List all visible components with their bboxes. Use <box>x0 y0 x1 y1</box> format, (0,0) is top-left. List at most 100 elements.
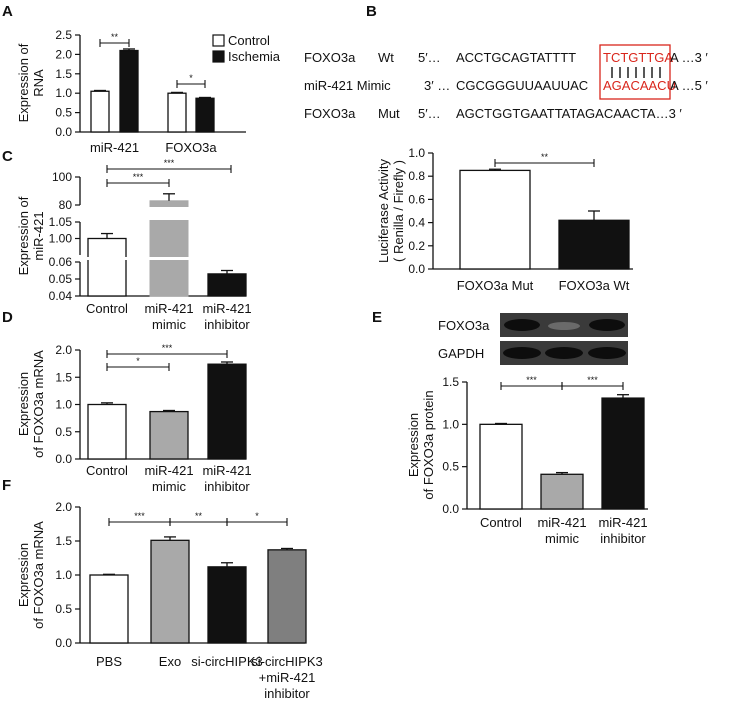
panel-e-bar <box>540 473 584 510</box>
panel-b-significance: ** <box>541 152 549 162</box>
panel-b-category-label: FOXO3a Wt <box>559 278 630 293</box>
panel-c-y-axis-title: miR-421 <box>31 211 46 260</box>
panel-f-label: F <box>2 477 11 494</box>
panel-c-y-tick-label: 100 <box>52 170 72 184</box>
panel-d-y-tick-label: 0.0 <box>55 452 72 466</box>
panel-f-y-tick-label: 0.5 <box>55 602 72 616</box>
panel-c-y-tick-label: 0.06 <box>49 255 73 269</box>
panel-a-y-tick-label: 1.0 <box>55 86 72 100</box>
panel-a-y-tick-label: 2.5 <box>55 28 72 42</box>
blot-band <box>545 347 583 359</box>
panel-d-y-tick-label: 1.0 <box>55 398 72 412</box>
legend-swatch-control <box>212 34 225 47</box>
panel-c-axis-break <box>79 257 247 260</box>
sequence-tag: Wt <box>378 50 394 65</box>
panel-d-label: D <box>2 309 13 326</box>
panel-f-y-axis-title: Expression <box>16 543 31 607</box>
panel-a-y-tick-label: 0.5 <box>55 106 72 120</box>
panel-f-category-label: inhibitor <box>264 686 310 701</box>
panel-a-y-tick-label: 1.5 <box>55 67 72 81</box>
sequence-body: AGCTGGTGAATTATAGACAACTA…3 ′ <box>456 106 682 121</box>
panel-c: C 100 80 1.05 1.00 0.06 0.05 0.04 Control miR-42… <box>2 148 252 332</box>
panel-c-y-tick-label: 80 <box>59 198 73 212</box>
blot-label-foxo3a: FOXO3a <box>438 318 490 333</box>
panel-b: B FOXO3a Wt miR-421 Mimic FOXO3a Mut 5′… ACCTG… <box>304 3 708 293</box>
panel-e-category-label: Control <box>480 515 522 530</box>
panel-e-y-axis-title: of FOXO3a protein <box>421 390 436 499</box>
panel-a-label: A <box>2 3 13 20</box>
sequence-prefix: 5′… <box>418 50 441 65</box>
sequence-name: miR-421 Mimic <box>304 78 391 93</box>
panel-f-y-tick-label: 1.0 <box>55 568 72 582</box>
panel-d-significance: * <box>136 356 140 366</box>
panel-b-y-tick-label: 1.0 <box>408 146 425 160</box>
panel-a-bar <box>195 97 215 133</box>
panel-e-y-axis-title: Expression <box>406 413 421 477</box>
panel-e-category-label: mimic <box>545 531 579 546</box>
panel-d-y-tick-label: 0.5 <box>55 425 72 439</box>
panel-e-label: E <box>372 309 382 326</box>
panel-b-y-tick-label: 0.6 <box>408 192 425 206</box>
legend-ischemia: Ischemia <box>228 49 281 64</box>
panel-f-category-label: +miR-421 <box>259 670 316 685</box>
panel-f-category-label: Exo <box>159 654 181 669</box>
panel-d-y-tick-label: 2.0 <box>55 343 72 357</box>
sequence-body: ACCTGCAGTATTTT <box>456 50 576 65</box>
panel-c-category-label: mimic <box>152 317 186 332</box>
panel-d-y-axis-title: of FOXO3a mRNA <box>31 350 46 458</box>
panel-f-bar <box>89 574 129 644</box>
panel-e-bar <box>601 397 645 510</box>
panel-f-significance: *** <box>134 511 145 521</box>
blot-band <box>504 319 540 331</box>
panel-f-y-axis-title: of FOXO3a mRNA <box>31 521 46 629</box>
blot-band <box>588 347 626 359</box>
panel-a-bar <box>119 49 139 133</box>
panel-e-y-tick-label: 0.0 <box>442 502 459 516</box>
panel-c-axis-break <box>79 207 247 220</box>
panel-e-category-label: miR-421 <box>537 515 586 530</box>
panel-b-y-tick-label: 0.8 <box>408 169 425 183</box>
panel-c-category-label: inhibitor <box>204 317 250 332</box>
panel-b-y-tick-label: 0.4 <box>408 216 425 230</box>
sequence-seed-match: AGACAACU <box>603 78 676 93</box>
panel-d-category-label: Control <box>86 463 128 478</box>
panel-f-bar <box>150 539 190 644</box>
legend-control: Control <box>228 33 270 48</box>
blot-label-gapdh: GAPDH <box>438 346 484 361</box>
panel-e: E FOXO3a GAPDH 0.0 0.5 1.0 1.5 Control miR-42… <box>372 309 648 546</box>
panel-e-bar <box>479 423 523 510</box>
blot-band <box>503 347 541 359</box>
panel-a-significance: ** <box>111 32 119 42</box>
panel-e-y-tick-label: 1.0 <box>442 417 459 431</box>
panel-c-bar <box>87 237 127 297</box>
sequence-suffix: A …3 ′ <box>670 50 708 65</box>
blot-band <box>548 322 580 330</box>
panel-d-bar <box>87 403 127 460</box>
panel-a-bar <box>167 92 187 133</box>
panel-e-category-label: miR-421 <box>598 515 647 530</box>
panel-b-y-tick-label: 0.0 <box>408 262 425 276</box>
panel-f-bar <box>267 549 307 644</box>
panel-c-y-tick-label: 1.00 <box>49 232 73 246</box>
sequence-alignment: FOXO3a Wt miR-421 Mimic FOXO3a Mut 5′… ACCTGCA… <box>304 44 708 121</box>
panel-c-category-label: miR-421 <box>144 301 193 316</box>
panel-c-category-label: Control <box>86 301 128 316</box>
panel-b-bar <box>459 169 531 270</box>
panel-e-y-tick-label: 0.5 <box>442 460 459 474</box>
panel-d-y-axis-title: Expression <box>16 372 31 436</box>
panel-a-y-axis-title: Expression of <box>16 43 31 122</box>
sequence-body: CGCGGGUUAAUUAC <box>456 78 588 93</box>
panel-d-significance: *** <box>162 343 173 353</box>
panel-d-y-tick-label: 1.5 <box>55 370 72 384</box>
panel-d-bar <box>149 410 189 460</box>
legend-swatch-ischemia <box>212 50 225 63</box>
sequence-name: FOXO3a <box>304 106 356 121</box>
panel-c-y-tick-label: 1.05 <box>49 215 73 229</box>
panel-d-category-label: miR-421 <box>202 463 251 478</box>
sequence-prefix: 3′ … <box>424 78 450 93</box>
panel-b-y-tick-label: 0.2 <box>408 239 425 253</box>
panel-c-y-tick-label: 0.05 <box>49 272 73 286</box>
panel-f-category-label: PBS <box>96 654 122 669</box>
panel-b-category-label: FOXO3a Mut <box>457 278 534 293</box>
